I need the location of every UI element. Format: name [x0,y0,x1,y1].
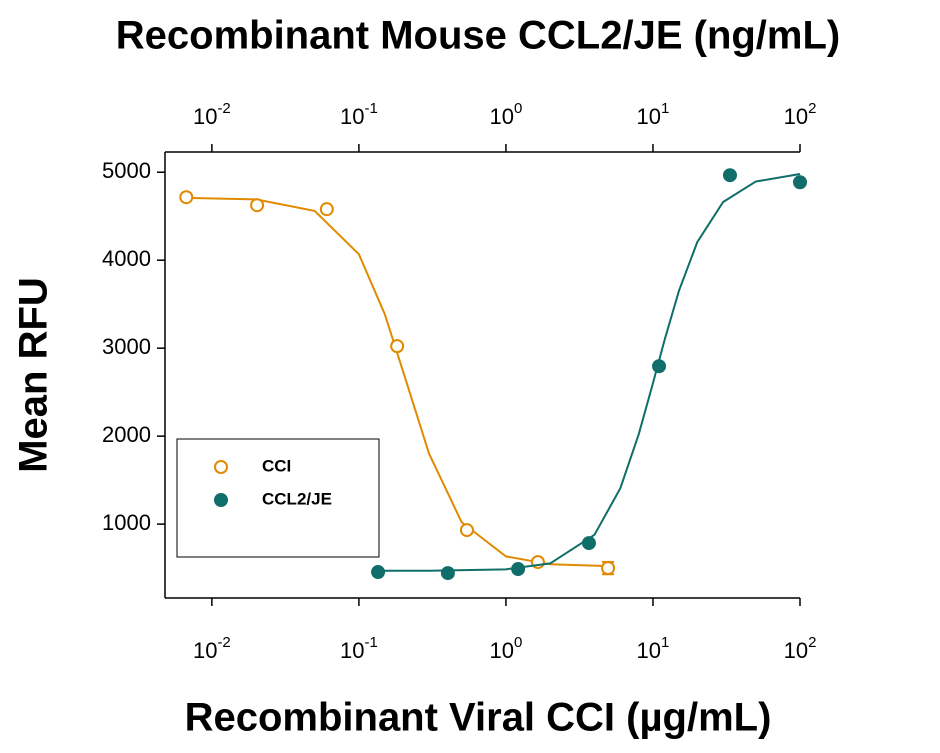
tick-base: 10 [193,104,217,129]
data-point [652,359,667,374]
legend-label: CCI [262,456,291,475]
y-tick-label: 5000 [102,158,151,183]
x-tick-label: 10-2 [193,634,231,663]
tick-exponent: -1 [364,634,377,651]
data-point [390,339,405,354]
legend-marker [214,460,228,474]
tick-exponent: 0 [514,100,522,117]
tick-base: 10 [193,638,217,663]
x-axis-label: Recombinant Viral CCI (µg/mL) [185,696,772,740]
x-tick-label: 101 [637,100,670,129]
data-point [601,561,616,576]
tick-base: 10 [637,104,661,129]
tick-exponent: 1 [661,100,669,117]
x-tick-label: 101 [637,634,670,663]
tick-exponent: 2 [808,100,816,117]
tick-exponent: -2 [217,100,230,117]
x-tick-label: 100 [490,634,523,663]
data-point [371,565,386,580]
legend [176,438,380,558]
data-point [722,168,737,183]
tick-exponent: -2 [217,634,230,651]
tick-base: 10 [340,104,364,129]
x-tick-label: 10-1 [340,100,378,129]
x-tick-label: 102 [784,100,817,129]
fit-curve [186,196,609,568]
x-tick-label: 100 [490,100,523,129]
x-tick-label: 10-1 [340,634,378,663]
tick-exponent: 0 [514,634,522,651]
tick-base: 10 [784,638,808,663]
y-axis-label: Mean RFU [12,277,56,473]
y-tick-label: 4000 [102,246,151,271]
data-point [459,523,474,538]
data-point [179,190,194,205]
legend-label: CCL2/JE [262,489,332,508]
tick-exponent: 2 [808,634,816,651]
x-tick-label: 10-2 [193,100,231,129]
fit-curve [378,173,801,572]
y-tick-label: 2000 [102,422,151,447]
data-point [793,175,807,190]
data-point [511,562,526,577]
tick-base: 10 [490,104,514,129]
tick-base: 10 [637,638,661,663]
tick-exponent: 1 [661,634,669,651]
data-point [319,202,334,217]
x-tick-label: 102 [784,634,817,663]
data-point [440,566,455,581]
y-tick-label: 3000 [102,334,151,359]
tick-base: 10 [340,638,364,663]
tick-base: 10 [490,638,514,663]
legend-marker [214,493,228,507]
chart-title: Recombinant Mouse CCL2/JE (ng/mL) [116,14,841,58]
y-tick-label: 1000 [102,510,151,535]
data-point [581,536,596,551]
tick-base: 10 [784,104,808,129]
tick-exponent: -1 [364,100,377,117]
data-point [250,198,265,213]
